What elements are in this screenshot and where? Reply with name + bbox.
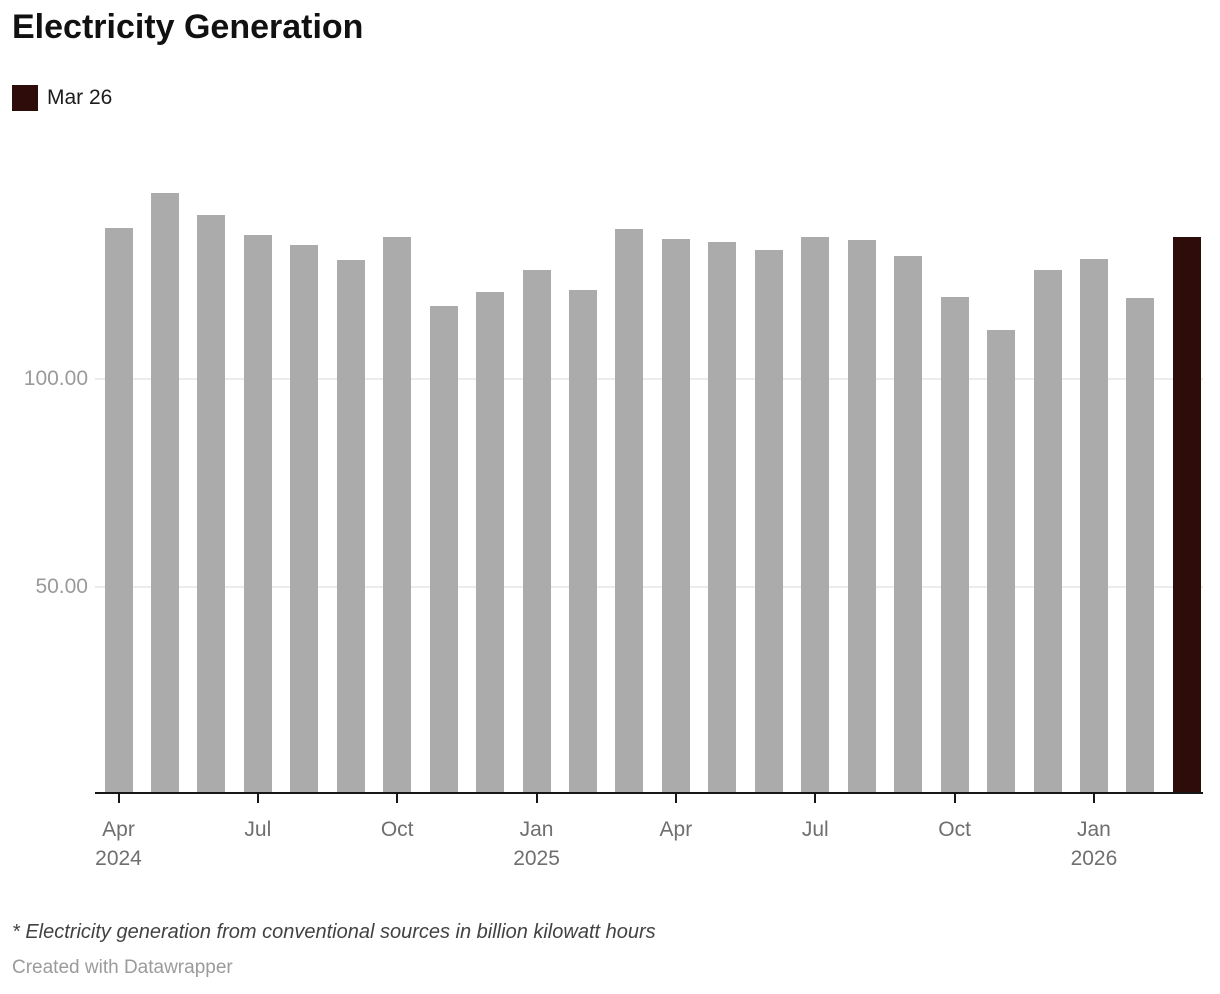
legend: Mar 26 bbox=[12, 85, 112, 111]
bar-aug-2025[interactable] bbox=[847, 239, 876, 792]
x-axis-label-year: 2025 bbox=[513, 847, 560, 870]
bar-jan-2025[interactable] bbox=[522, 270, 551, 792]
bar-may-2025[interactable] bbox=[708, 242, 737, 792]
x-axis-label-month: Oct bbox=[380, 818, 414, 841]
bar-sep-2025[interactable] bbox=[894, 255, 923, 792]
x-axis-label-month: Jan bbox=[1077, 818, 1111, 841]
bar-aug-2024[interactable] bbox=[290, 245, 319, 792]
x-axis-label-month: Jan bbox=[519, 818, 554, 841]
bar-dec-2025[interactable] bbox=[1033, 270, 1062, 792]
x-axis-line bbox=[95, 792, 1203, 794]
x-axis-tick bbox=[256, 794, 259, 803]
bar-jun-2024[interactable] bbox=[197, 215, 226, 792]
bar-mar-2025[interactable] bbox=[615, 228, 644, 792]
bar-jul-2025[interactable] bbox=[801, 237, 830, 792]
bar-oct-2025[interactable] bbox=[940, 296, 969, 792]
bar-mar-2026[interactable] bbox=[1172, 237, 1201, 792]
x-axis-label-year: 2026 bbox=[1070, 847, 1118, 870]
y-gridline bbox=[95, 378, 1203, 380]
chart-title: Electricity Generation bbox=[12, 8, 364, 46]
bar-may-2024[interactable] bbox=[150, 193, 179, 792]
bar-feb-2025[interactable] bbox=[569, 289, 597, 792]
x-axis-tick bbox=[117, 794, 120, 803]
bar-apr-2024[interactable] bbox=[104, 228, 133, 792]
bar-jun-2025[interactable] bbox=[754, 249, 783, 792]
bar-nov-2025[interactable] bbox=[987, 330, 1016, 792]
x-axis-label-month: Apr bbox=[102, 818, 135, 841]
bar-sep-2024[interactable] bbox=[336, 260, 365, 792]
datawrapper-attribution: Created with Datawrapper bbox=[12, 957, 233, 978]
y-gridline bbox=[95, 586, 1203, 588]
x-axis-tick bbox=[396, 794, 399, 803]
bar-jan-2026[interactable] bbox=[1079, 259, 1108, 792]
bar-feb-2026[interactable] bbox=[1126, 297, 1155, 792]
x-axis-tick bbox=[953, 794, 956, 803]
bar-dec-2024[interactable] bbox=[476, 292, 505, 792]
y-axis-label: 50.00 bbox=[35, 575, 88, 598]
legend-swatch bbox=[12, 85, 38, 111]
x-axis-tick bbox=[535, 794, 538, 803]
x-axis-label-month: Jul bbox=[244, 818, 272, 841]
bar-oct-2024[interactable] bbox=[383, 237, 412, 792]
y-axis-label: 100.00 bbox=[23, 367, 88, 390]
bar-apr-2025[interactable] bbox=[661, 238, 690, 792]
x-axis-label-month: Oct bbox=[938, 818, 971, 841]
x-axis-tick bbox=[1092, 794, 1095, 803]
bar-nov-2024[interactable] bbox=[429, 306, 458, 792]
bar-jul-2024[interactable] bbox=[243, 235, 272, 792]
x-axis-tick bbox=[814, 794, 817, 803]
x-axis-label-month: Jul bbox=[801, 818, 829, 841]
chart-footnote: * Electricity generation from convention… bbox=[12, 921, 656, 943]
x-axis-tick bbox=[674, 794, 677, 803]
legend-label: Mar 26 bbox=[47, 86, 113, 109]
x-axis-label-month: Apr bbox=[659, 818, 693, 841]
x-axis-label-year: 2024 bbox=[95, 847, 142, 870]
